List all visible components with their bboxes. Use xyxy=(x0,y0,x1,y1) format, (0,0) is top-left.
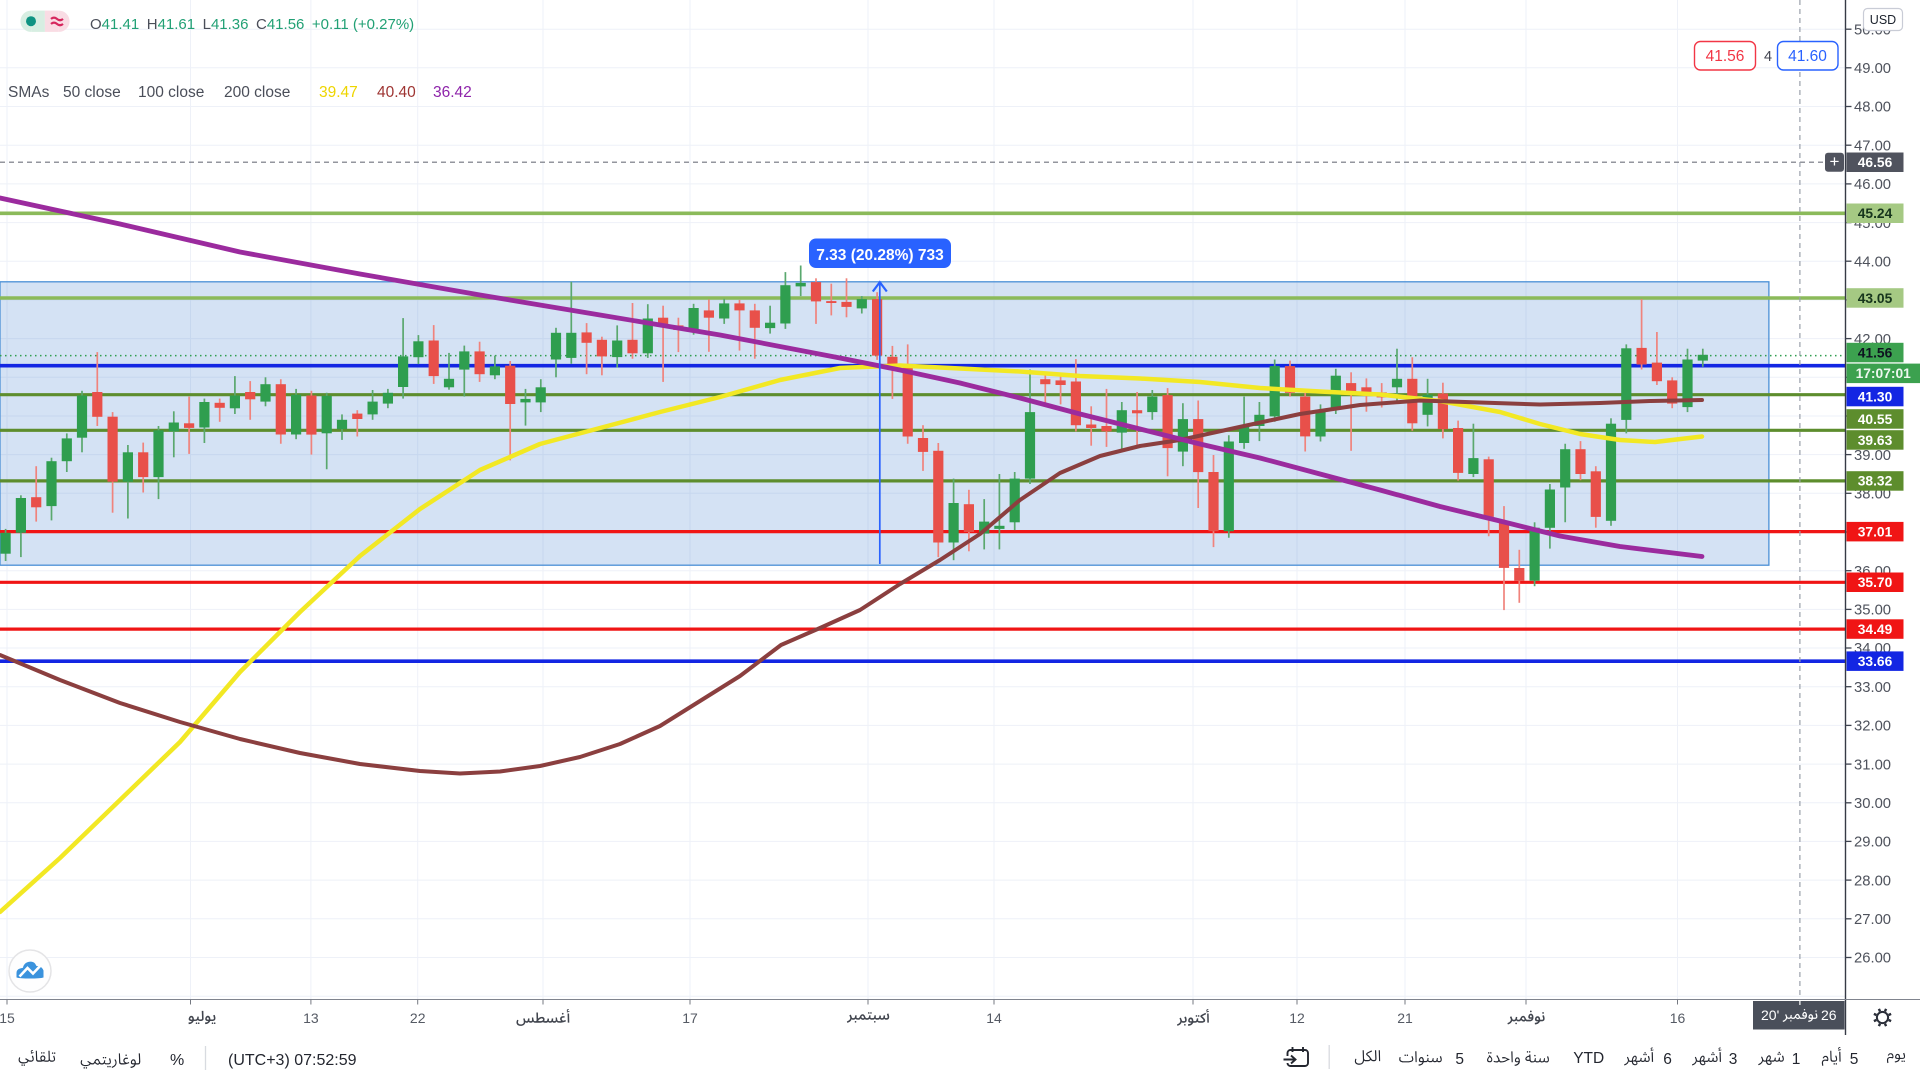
svg-text:26: 26 xyxy=(1821,1007,1837,1023)
svg-text:4: 4 xyxy=(1764,49,1772,65)
svg-text:45.24: 45.24 xyxy=(1858,206,1893,221)
svg-text:48.00: 48.00 xyxy=(1854,100,1891,116)
svg-text:17: 17 xyxy=(682,1010,698,1026)
svg-text:22: 22 xyxy=(410,1010,426,1026)
svg-text:33.66: 33.66 xyxy=(1858,654,1893,669)
svg-text:15: 15 xyxy=(0,1010,15,1026)
svg-text:5: 5 xyxy=(1850,1051,1859,1068)
svg-text:16: 16 xyxy=(1670,1010,1686,1026)
svg-text:49.00: 49.00 xyxy=(1854,61,1891,77)
svg-text:12: 12 xyxy=(1289,1010,1305,1026)
svg-text:32.00: 32.00 xyxy=(1854,719,1891,735)
svg-text:(UTC+3) 07:52:59: (UTC+3) 07:52:59 xyxy=(228,1052,357,1069)
svg-text:SMAs: SMAs xyxy=(8,84,50,101)
svg-text:1: 1 xyxy=(1792,1051,1801,1068)
svg-text:17:07:01: 17:07:01 xyxy=(1856,366,1912,381)
svg-text:14: 14 xyxy=(986,1010,1002,1026)
svg-text:O41.41 H41.61 L41.36 C41.56 +0: O41.41 H41.61 L41.36 C41.56 +0.11 (+0.27… xyxy=(90,16,414,33)
svg-text:40.40: 40.40 xyxy=(377,84,416,101)
svg-text:50 close: 50 close xyxy=(63,84,121,101)
svg-text:27.00: 27.00 xyxy=(1854,912,1891,928)
svg-text:35.00: 35.00 xyxy=(1854,603,1891,619)
svg-text:20': 20' xyxy=(1761,1007,1779,1023)
svg-text:39.00: 39.00 xyxy=(1854,448,1891,464)
svg-text:41.56: 41.56 xyxy=(1706,48,1745,65)
svg-text:6: 6 xyxy=(1663,1051,1672,1068)
svg-text:43.05: 43.05 xyxy=(1858,291,1893,306)
svg-text:28.00: 28.00 xyxy=(1854,873,1891,889)
svg-text:47.00: 47.00 xyxy=(1854,138,1891,154)
svg-text:41.60: 41.60 xyxy=(1788,48,1827,65)
svg-text:3: 3 xyxy=(1729,1051,1738,1068)
svg-text:29.00: 29.00 xyxy=(1854,835,1891,851)
svg-text:26.00: 26.00 xyxy=(1854,951,1891,967)
svg-text:%: % xyxy=(170,1052,184,1069)
svg-text:21: 21 xyxy=(1397,1010,1413,1026)
svg-text:40.55: 40.55 xyxy=(1858,412,1893,427)
svg-text:35.70: 35.70 xyxy=(1858,575,1893,590)
svg-text:46.56: 46.56 xyxy=(1858,155,1893,170)
svg-text:41.30: 41.30 xyxy=(1858,389,1893,404)
svg-text:46.00: 46.00 xyxy=(1854,177,1891,193)
svg-text:YTD: YTD xyxy=(1573,1050,1604,1067)
svg-text:38.32: 38.32 xyxy=(1858,474,1893,489)
svg-text:USD: USD xyxy=(1870,13,1896,27)
svg-text:+: + xyxy=(1830,152,1840,171)
svg-text:37.01: 37.01 xyxy=(1858,524,1893,539)
svg-text:34.49: 34.49 xyxy=(1858,622,1893,637)
svg-text:44.00: 44.00 xyxy=(1854,254,1891,270)
svg-text:41.56: 41.56 xyxy=(1858,345,1893,360)
svg-text:13: 13 xyxy=(303,1010,319,1026)
svg-text:30.00: 30.00 xyxy=(1854,796,1891,812)
svg-text:33.00: 33.00 xyxy=(1854,680,1891,696)
svg-text:7.33 (20.28%) 733: 7.33 (20.28%) 733 xyxy=(816,247,944,264)
svg-text:36.42: 36.42 xyxy=(433,84,472,101)
svg-text:200 close: 200 close xyxy=(224,84,290,101)
svg-text:100 close: 100 close xyxy=(138,84,204,101)
svg-text:31.00: 31.00 xyxy=(1854,757,1891,773)
svg-text:39.47: 39.47 xyxy=(319,84,358,101)
svg-text:39.63: 39.63 xyxy=(1858,433,1893,448)
svg-text:5: 5 xyxy=(1455,1051,1464,1068)
